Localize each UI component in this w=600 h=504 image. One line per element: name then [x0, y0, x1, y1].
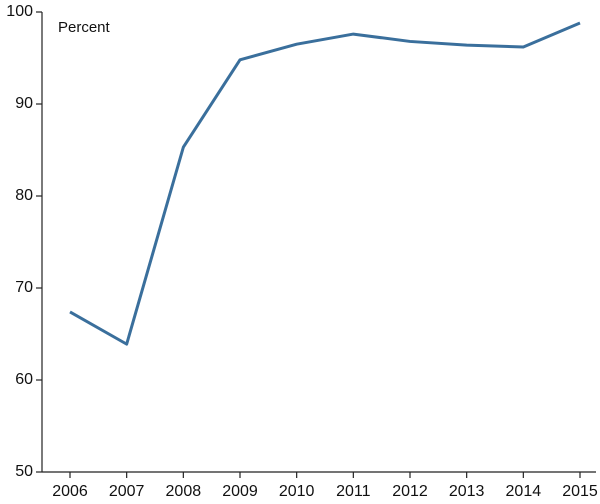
x-tick-label: 2013	[449, 483, 485, 500]
x-tick-label: 2012	[392, 483, 428, 500]
data-line	[69, 21, 581, 346]
y-tick-label: 90	[15, 95, 33, 112]
y-tick-label: 70	[15, 279, 33, 296]
y-tick-label: 60	[15, 371, 33, 388]
y-tick-label: 50	[15, 463, 33, 480]
y-tick-label: 100	[6, 3, 33, 20]
x-tick-label: 2007	[109, 483, 145, 500]
y-axis-label: Percent	[58, 19, 111, 36]
x-tick-label: 2009	[222, 483, 258, 500]
x-tick-label: 2014	[506, 483, 542, 500]
x-tick-label: 2006	[52, 483, 88, 500]
x-tick-label: 2015	[562, 483, 598, 500]
x-tick-label: 2008	[166, 483, 202, 500]
y-tick-label: 80	[15, 187, 33, 204]
x-tick-label: 2011	[336, 483, 371, 500]
x-tick-label: 2010	[279, 483, 315, 500]
